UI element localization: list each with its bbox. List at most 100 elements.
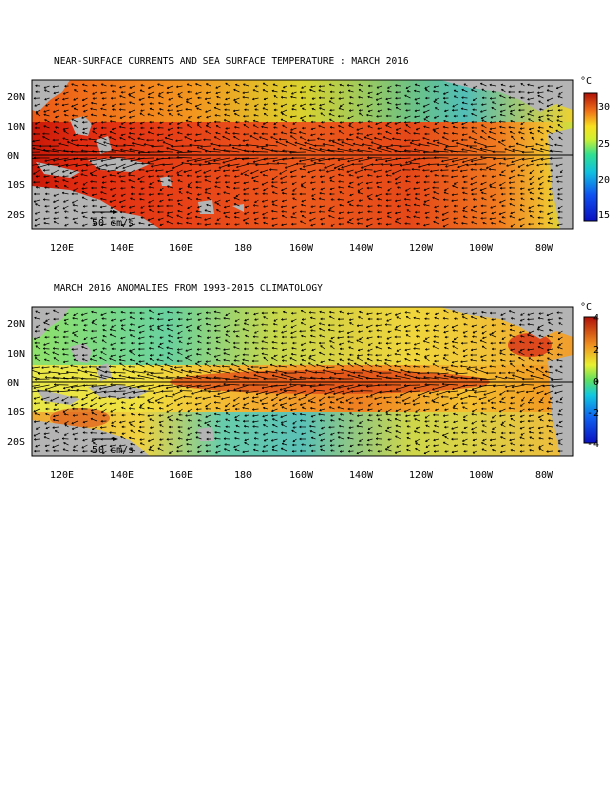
current-vector (176, 103, 183, 108)
current-vector (480, 136, 487, 141)
current-vector (63, 199, 69, 203)
current-vector (395, 175, 402, 181)
current-vector (224, 131, 231, 135)
current-vector-head (329, 353, 332, 356)
current-vector-head (407, 370, 410, 374)
current-vector (463, 215, 468, 219)
current-vector-head (424, 317, 427, 321)
current-vector-head (129, 211, 132, 215)
current-vector-head (187, 206, 190, 210)
current-vector (328, 215, 335, 219)
current-vector (64, 185, 69, 189)
current-vector (280, 131, 288, 135)
current-vector-head (406, 353, 409, 356)
current-vector (510, 120, 516, 123)
current-vector (337, 148, 354, 153)
current-vector-head (311, 187, 314, 191)
current-vector (260, 169, 269, 174)
current-vector (538, 127, 544, 129)
current-vector (133, 390, 145, 394)
current-vector-head (481, 124, 484, 127)
current-vector-head (405, 315, 409, 319)
anom-current-vectors (23, 309, 563, 455)
current-vector (366, 324, 373, 328)
current-vector-head (34, 357, 38, 360)
current-vector-head (100, 444, 104, 448)
current-vector (57, 390, 69, 393)
current-vector-head (271, 409, 274, 412)
current-vector-head (186, 355, 190, 358)
current-vector-head (82, 450, 85, 453)
current-vector-head (54, 403, 58, 406)
current-vector (207, 197, 212, 201)
current-vector (282, 215, 288, 219)
current-vector-head (100, 83, 104, 86)
current-vector-head (264, 419, 267, 422)
current-vector (253, 132, 259, 135)
current-vector-head (146, 373, 149, 376)
current-vector-head (349, 353, 352, 357)
current-vector-head (252, 425, 255, 428)
current-vector-head (23, 374, 25, 376)
current-vector (302, 163, 316, 168)
current-vector-head (404, 94, 407, 98)
current-vector-head (214, 222, 217, 226)
current-vector-head (196, 385, 199, 389)
current-vector (119, 199, 126, 203)
current-vector (423, 408, 430, 411)
current-vector-head (187, 183, 191, 186)
current-vector-head (504, 148, 507, 151)
current-vector-head (539, 147, 543, 151)
current-vector (339, 191, 345, 195)
current-vector-head (214, 317, 217, 320)
current-vector-head (270, 357, 274, 360)
current-vector (62, 192, 69, 195)
current-vector (215, 125, 221, 129)
current-vector-head (422, 137, 425, 140)
current-vector (109, 402, 117, 405)
current-vector-head (243, 124, 246, 127)
current-vector (71, 103, 79, 108)
current-vector (62, 169, 69, 173)
current-vector (499, 126, 506, 129)
current-vector (129, 223, 136, 227)
current-vector-head (88, 365, 92, 369)
current-vector-head (244, 311, 248, 315)
current-vector (265, 144, 278, 147)
current-vector (139, 406, 145, 410)
current-vector-head (215, 336, 218, 340)
current-vector-head (53, 120, 56, 124)
current-vector (252, 408, 259, 411)
current-vector-head (492, 101, 495, 104)
current-vector-head (337, 406, 340, 409)
current-vector-head (491, 175, 494, 178)
current-vector-head (119, 95, 122, 98)
current-vector-head (244, 441, 247, 445)
current-vector (242, 139, 250, 142)
current-vector-head (396, 115, 399, 119)
current-vector-head (443, 374, 446, 378)
current-vector (120, 336, 126, 339)
current-vector-head (43, 351, 47, 354)
current-vector (238, 368, 250, 374)
current-vector (213, 384, 231, 388)
sst-lon-80w: 80W (535, 243, 554, 254)
current-vector-head (289, 378, 292, 381)
current-vector-head (73, 189, 76, 192)
current-vector (139, 330, 145, 334)
current-vector (111, 377, 126, 380)
current-vector-head (110, 216, 113, 220)
current-vector (499, 181, 506, 186)
current-vector-head (92, 84, 95, 87)
current-vector (138, 324, 145, 328)
current-vector-head (511, 135, 514, 138)
current-vector (71, 83, 79, 87)
current-vector-head (453, 182, 457, 185)
current-vector-head (480, 182, 483, 186)
current-vector-head (537, 86, 540, 89)
current-vector (349, 412, 354, 416)
current-vector (413, 215, 421, 219)
current-vector (468, 395, 478, 398)
current-vector (366, 217, 373, 221)
current-vector (433, 90, 440, 93)
